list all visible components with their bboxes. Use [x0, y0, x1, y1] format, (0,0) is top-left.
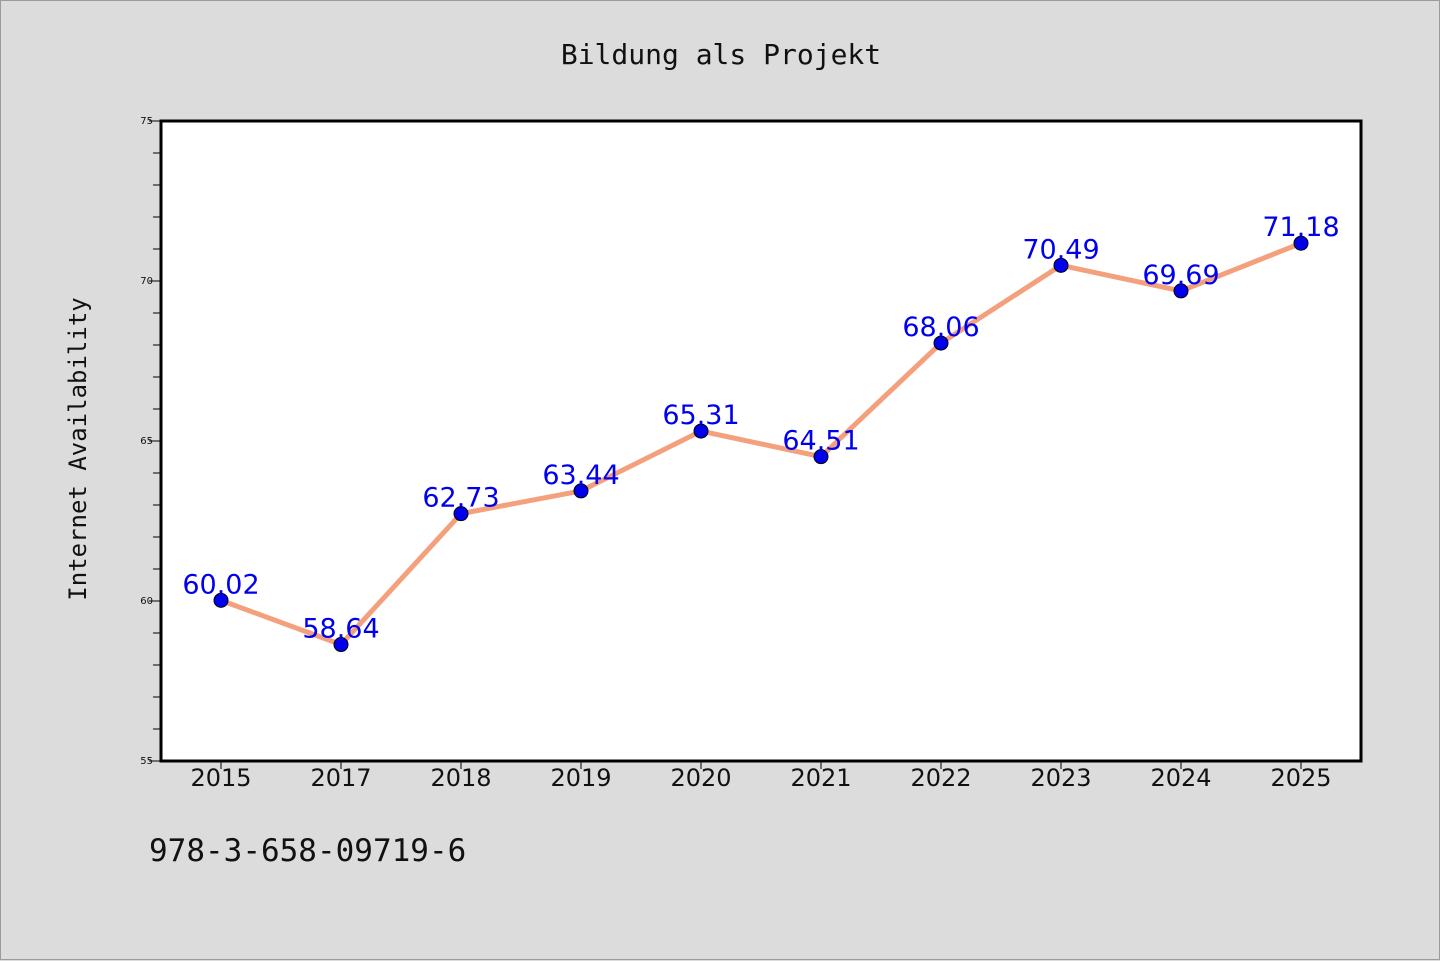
x-tick-label: 2022 [910, 764, 971, 792]
data-point [1053, 257, 1069, 273]
data-point [813, 449, 829, 465]
plot-frame [159, 119, 1363, 763]
y-tick-label: 60 [140, 596, 153, 607]
x-tick-label: 2023 [1030, 764, 1091, 792]
data-point [1173, 283, 1189, 299]
data-point [933, 335, 949, 351]
y-tick-label: 70 [140, 276, 153, 287]
data-label: 65.31 [662, 400, 739, 431]
x-tick-label: 2025 [1270, 764, 1331, 792]
data-label: 64.51 [782, 426, 859, 457]
x-tick-label: 2024 [1150, 764, 1211, 792]
y-tick-label: 55 [140, 756, 153, 767]
x-tick-label: 2015 [190, 764, 251, 792]
data-point [1293, 235, 1309, 251]
data-label: 62.73 [422, 483, 499, 514]
data-point [693, 423, 709, 439]
x-tick-label: 2018 [430, 764, 491, 792]
data-label: 60.02 [182, 569, 259, 600]
data-label: 69.69 [1142, 260, 1219, 291]
plot-area [161, 121, 1361, 761]
data-label: 63.44 [542, 460, 619, 491]
series-line [220, 240, 1302, 648]
data-point [453, 506, 469, 522]
y-axis-label: Internet Availability [64, 297, 92, 600]
x-tick-label: 2020 [670, 764, 731, 792]
data-label: 70.49 [1022, 234, 1099, 265]
x-tick-label: 2019 [550, 764, 611, 792]
chart-title: Bildung als Projekt [561, 38, 881, 71]
data-point [333, 637, 349, 653]
data-point [213, 592, 229, 608]
x-tick-label: 2021 [790, 764, 851, 792]
series-markers [213, 235, 1309, 653]
axis-ticks: 55 60 65 70 75 2015 2017 2018 2019 2020 2021 2022 20… [140, 116, 1331, 792]
data-labels: 60.02 58.64 62.73 63.44 65.31 64.51 68.06 70.49… [182, 212, 1339, 644]
data-label: 71.18 [1262, 212, 1339, 243]
data-label: 58.64 [302, 614, 379, 645]
isbn-text: 978-3-658-09719-6 [149, 833, 467, 869]
data-point [573, 483, 589, 499]
data-label: 68.06 [902, 312, 979, 343]
y-tick-label: 65 [140, 436, 153, 447]
x-tick-label: 2017 [310, 764, 371, 792]
y-tick-label: 75 [140, 116, 153, 127]
